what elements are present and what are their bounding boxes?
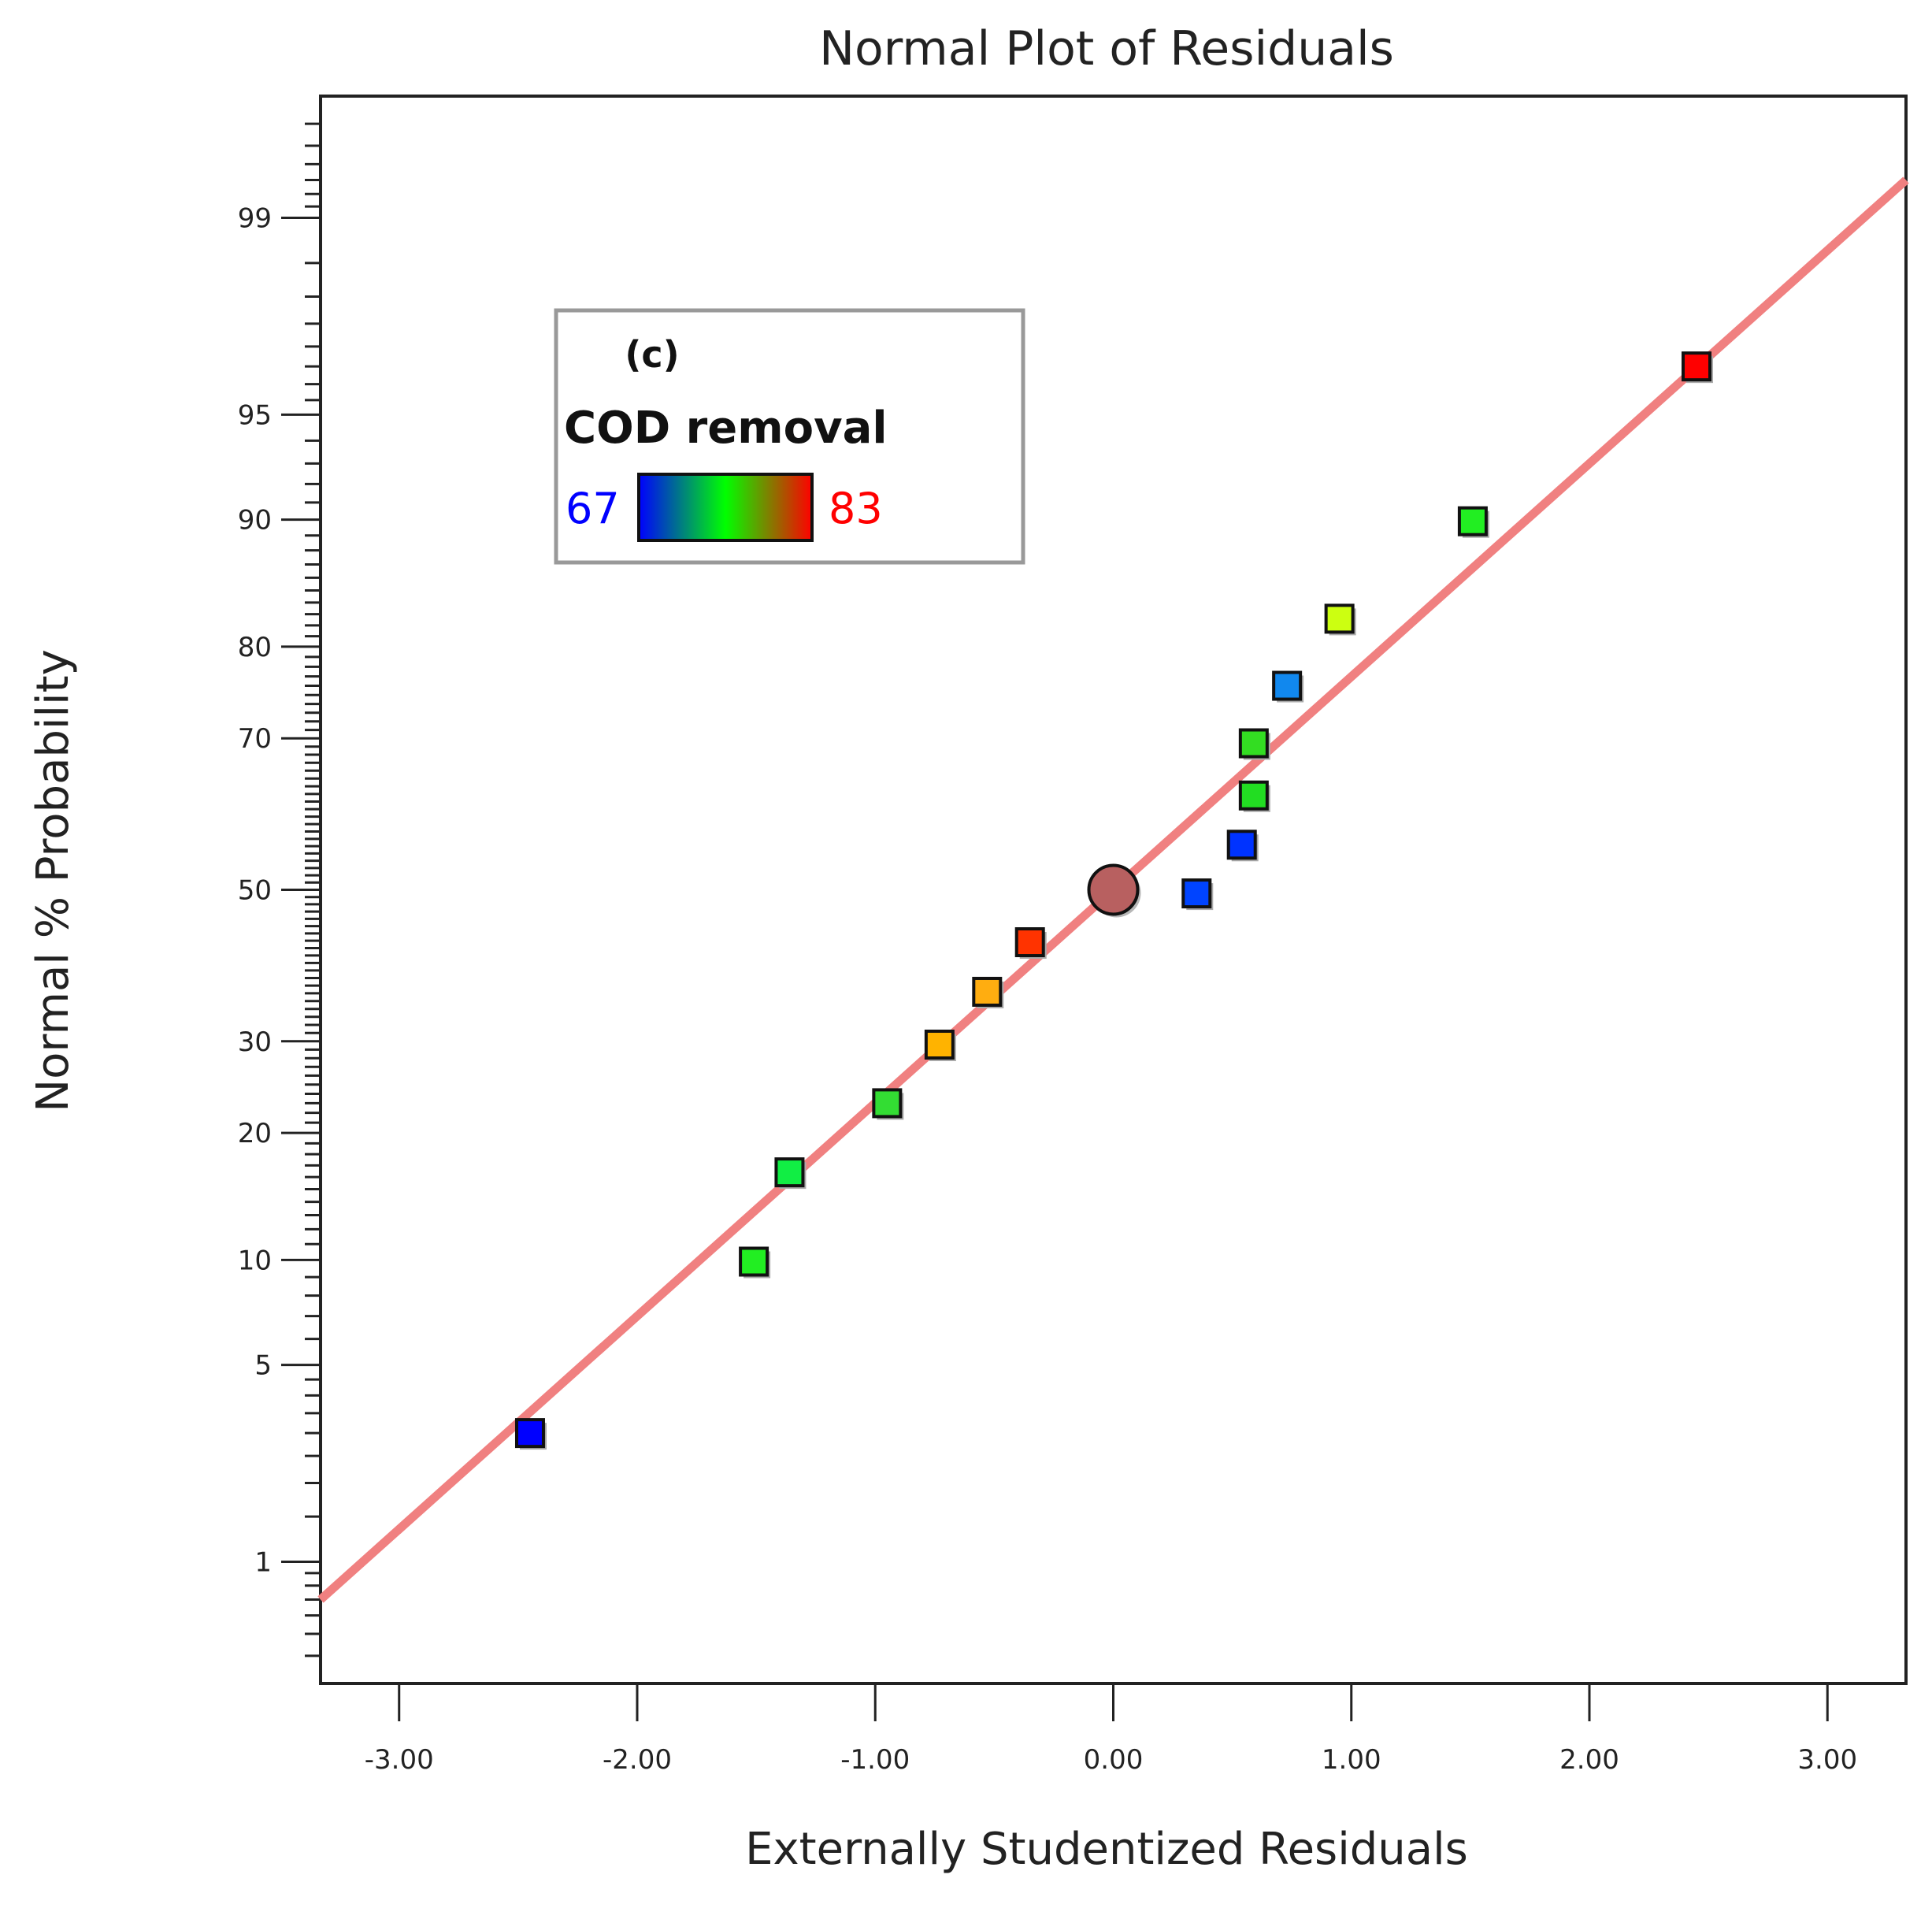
y-axis-minor-ticks [305,122,321,1657]
x-tick-label: 1.00 [1322,1744,1381,1776]
data-point-square [514,1418,545,1449]
data-point-square [774,1157,805,1188]
data-point-square [972,976,1003,1007]
data-point-square [1272,670,1303,701]
y-tick-label: 50 [238,875,272,907]
data-point-square [1238,780,1269,811]
y-tick-label: 95 [238,399,272,431]
residual-points [514,351,1714,1450]
data-point-square [1238,728,1269,759]
y-tick-label: 1 [254,1546,272,1578]
data-point-square [1457,506,1488,536]
legend-min-label: 67 [566,484,620,533]
y-axis-title: Normal % Probability [28,649,79,1112]
x-tick-label: -2.00 [603,1744,672,1776]
legend-panel-label: (c) [625,333,679,376]
y-tick-label: 30 [238,1026,272,1058]
data-point-circle [1087,863,1140,916]
legend-title: COD removal [564,403,888,454]
data-point-square [1324,603,1355,634]
y-tick-label: 99 [238,203,272,235]
x-tick-label: 2.00 [1559,1744,1619,1776]
data-point-square [1181,878,1212,909]
y-tick-label: 20 [238,1118,272,1149]
data-point-square [872,1088,903,1119]
x-tick-label: 3.00 [1797,1744,1857,1776]
y-tick-label: 90 [238,505,272,536]
legend: (c) COD removal 67 83 [554,308,1025,565]
data-point-square [1682,351,1712,382]
legend-max-label: 83 [829,484,883,533]
x-axis-ticks: -3.00 -2.00 -1.00 0.00 1.00 2.00 3.00 [365,1683,1857,1776]
data-point-square [1226,830,1257,860]
y-axis-ticks: 1 5 10 20 30 50 70 80 90 95 99 [238,203,321,1578]
x-tick-label: -1.00 [840,1744,910,1776]
data-point-square [924,1030,955,1060]
y-tick-label: 80 [238,632,272,663]
legend-color-bar [637,473,814,542]
y-tick-label: 70 [238,723,272,755]
data-point-square [739,1246,769,1277]
x-tick-label: 0.00 [1084,1744,1144,1776]
x-axis-title: Externally Studentized Residuals [745,1824,1468,1875]
data-point-square [1014,927,1045,958]
y-tick-label: 10 [238,1245,272,1276]
x-tick-label: -3.00 [365,1744,434,1776]
y-tick-label: 5 [254,1350,272,1382]
chart-title: Normal Plot of Residuals [819,21,1394,76]
